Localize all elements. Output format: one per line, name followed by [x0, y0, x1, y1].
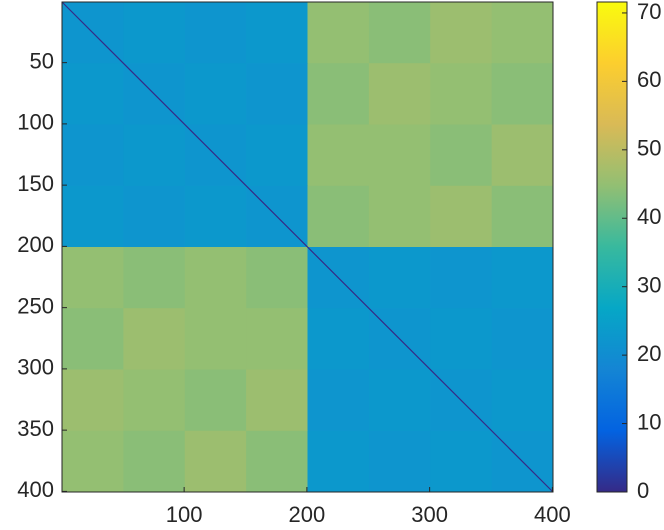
colorbar-tick-label: 0 [637, 478, 649, 503]
heat-cell [246, 308, 308, 370]
heat-cell [307, 2, 370, 64]
heat-cell [123, 124, 186, 187]
heat-cell [246, 124, 308, 187]
heat-cell [430, 308, 493, 370]
heat-cell [184, 308, 247, 370]
heat-cell [307, 124, 370, 187]
heat-cell [307, 308, 370, 370]
y-tick-label: 300 [17, 355, 54, 380]
heat-cell [123, 2, 186, 64]
heat-cell [368, 124, 431, 187]
heat-cell [62, 185, 124, 248]
heat-cell [184, 369, 247, 432]
heat-cell [184, 430, 247, 493]
heat-cell [430, 124, 493, 187]
diagonal [61, 1, 554, 493]
heat-cell [307, 369, 370, 432]
colorbar-tick-label: 10 [637, 409, 661, 434]
heat-cell [246, 369, 308, 432]
heat-cell [246, 63, 308, 125]
heat-cell [62, 369, 124, 432]
y-tick-label: 50 [30, 48, 54, 73]
heat-cell [491, 308, 554, 370]
heat-cell [184, 247, 247, 309]
heat-cell [123, 185, 186, 248]
x-tick-label: 100 [166, 502, 203, 527]
heat-cell [491, 247, 554, 309]
heat-cell [123, 430, 186, 493]
heat-cell [307, 430, 370, 493]
heat-cell [123, 369, 186, 432]
y-tick-label: 350 [17, 416, 54, 441]
y-tick-label: 400 [17, 477, 54, 502]
heat-cell [430, 2, 493, 64]
heat-cell [368, 2, 431, 64]
heat-cell [368, 369, 431, 432]
heat-cell [430, 63, 493, 125]
colorbar-tick-label: 70 [637, 0, 661, 24]
heat-cell [368, 185, 431, 248]
colorbar-tick-label: 40 [637, 204, 661, 229]
heat-cell [368, 247, 431, 309]
colorbar-tick-label: 30 [637, 273, 661, 298]
heat-cell [430, 430, 493, 493]
heat-cell [491, 63, 554, 125]
y-tick-label: 250 [17, 293, 54, 318]
heat-cell [430, 185, 493, 248]
heat-cell [491, 185, 554, 248]
x-tick-label: 400 [534, 502, 571, 527]
heat-cell [491, 124, 554, 187]
heat-cell [307, 63, 370, 125]
heat-cell [62, 308, 124, 370]
heat-cell [62, 63, 124, 125]
y-tick-label: 200 [17, 232, 54, 257]
heat-cell [62, 430, 124, 493]
x-tick-label: 200 [289, 502, 326, 527]
colorbar [596, 1, 628, 493]
heat-cell [123, 308, 186, 370]
plot-frame [61, 1, 554, 493]
heat-cell [184, 185, 247, 248]
heat-cell [184, 63, 247, 125]
heat-cell [123, 247, 186, 309]
y-tick-label: 150 [17, 171, 54, 196]
heat-cell [491, 369, 554, 432]
heat-cell [368, 63, 431, 125]
heat-cell [491, 2, 554, 64]
heat-cell [430, 247, 493, 309]
heat-cell [307, 185, 370, 248]
heat-cell [246, 2, 308, 64]
heat-cell [368, 430, 431, 493]
heat-cell [62, 247, 124, 309]
x-tick-label: 300 [411, 502, 448, 527]
heat-cell [184, 2, 247, 64]
colorbar-tick-label: 20 [637, 341, 661, 366]
y-tick-label: 100 [17, 110, 54, 135]
heat-cell [62, 124, 124, 187]
heat-cell [246, 247, 308, 309]
colorbar-tick-label: 60 [637, 67, 661, 92]
colorbar-tick-label: 50 [637, 136, 661, 161]
heat-cell [246, 430, 308, 493]
